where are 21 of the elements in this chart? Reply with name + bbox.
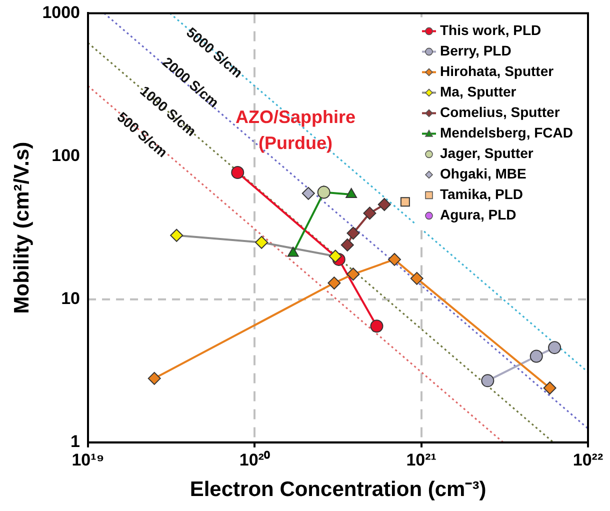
- x-tick-label: 10²¹: [406, 450, 437, 470]
- legend-label: Comelius, Sputter: [440, 104, 560, 120]
- annotation: AZO/Sapphire (Purdue): [236, 107, 356, 154]
- y-tick-label: 10: [61, 289, 80, 308]
- legend-label: Mendelsberg, FCAD: [440, 124, 574, 141]
- legend-label: Hirohata, Sputter: [440, 63, 554, 80]
- x-tick-label: 10¹⁹: [72, 450, 104, 470]
- x-tick-label: 10²⁰: [239, 450, 270, 470]
- y-tick-label: 1000: [42, 2, 80, 22]
- legend-label: Tamika, PLD: [440, 186, 523, 202]
- legend-label: Agura, PLD: [440, 206, 516, 223]
- x-axis-title: Electron Concentration (cm⁻³): [190, 478, 486, 502]
- legend-label: Jager, Sputter: [440, 145, 534, 162]
- legend-label: Ma, Sputter: [440, 84, 517, 100]
- legend-label: Ohgaki, MBE: [440, 166, 526, 182]
- y-axis-title: Mobility (cm²/V.s): [10, 142, 34, 314]
- y-tick-label: 100: [52, 146, 80, 165]
- legend-label: Berry, PLD: [440, 42, 512, 59]
- y-tick-label: 1: [70, 432, 80, 452]
- legend-label: This work, PLD: [440, 22, 542, 38]
- x-tick-label: 10²²: [572, 450, 604, 470]
